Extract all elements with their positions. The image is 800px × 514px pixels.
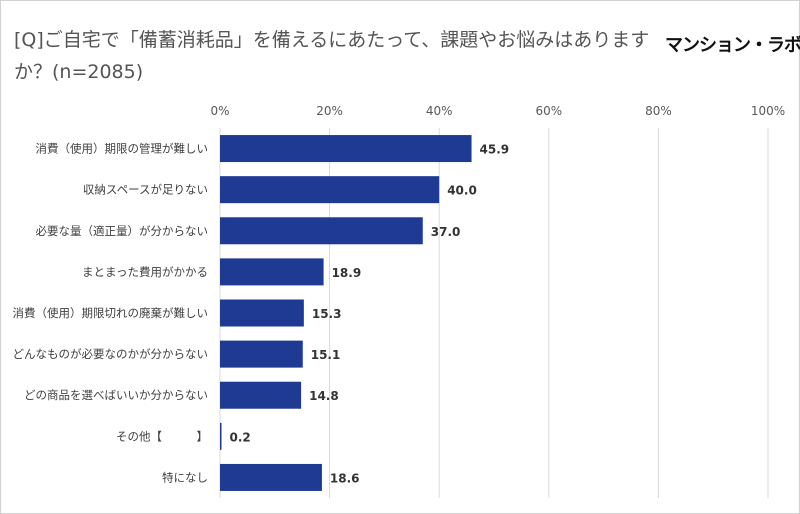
bar bbox=[220, 422, 222, 450]
value-label: 45.9 bbox=[480, 143, 510, 157]
value-label: 18.9 bbox=[332, 266, 362, 280]
brand-logo: マンション・ラボ bbox=[665, 35, 800, 56]
category-label: その他【 】 bbox=[116, 429, 208, 443]
value-label: 18.6 bbox=[330, 471, 360, 485]
category-label: 消費（使用）期限切れの廃棄が難しい bbox=[13, 306, 209, 320]
x-tick-label: 40% bbox=[426, 104, 453, 118]
bar bbox=[220, 258, 324, 286]
x-tick-labels: 0% 20% 40% 60% 80% 100% bbox=[210, 104, 785, 118]
bar bbox=[220, 340, 303, 368]
x-tick-label: 60% bbox=[535, 104, 562, 118]
value-label: 0.2 bbox=[230, 430, 251, 444]
x-tick-label: 0% bbox=[210, 104, 229, 118]
chart-title: [Q]ご自宅で「備蓄消耗品」を備えるにあたって、課題やお悩みはありますか？(n=… bbox=[14, 29, 650, 83]
category-label: どんなものが必要なのかが分からない bbox=[13, 347, 209, 361]
value-label: 37.0 bbox=[431, 225, 461, 239]
bar bbox=[220, 381, 302, 409]
bars bbox=[220, 135, 472, 491]
x-tick-label: 100% bbox=[751, 104, 785, 118]
value-label: 15.3 bbox=[312, 307, 342, 321]
bar bbox=[220, 463, 322, 491]
bar bbox=[220, 135, 472, 163]
category-label: 特になし bbox=[162, 470, 208, 484]
category-label: 収納スペースが足りない bbox=[83, 183, 208, 197]
x-tick-label: 20% bbox=[316, 104, 343, 118]
value-label: 40.0 bbox=[447, 184, 477, 198]
value-label: 14.8 bbox=[309, 389, 339, 403]
bar bbox=[220, 217, 423, 245]
value-label: 15.1 bbox=[311, 348, 341, 362]
bar bbox=[220, 176, 440, 204]
category-label: どの商品を選べばいいか分からない bbox=[24, 388, 208, 402]
category-label: 消費（使用）期限の管理が難しい bbox=[36, 142, 209, 156]
category-label: 必要な量（適正量）が分からない bbox=[36, 224, 209, 238]
bar bbox=[220, 299, 304, 327]
category-labels: 消費（使用）期限の管理が難しい収納スペースが足りない必要な量（適正量）が分からな… bbox=[13, 142, 209, 485]
value-labels: 45.9 40.0 37.0 18.9 15.3 15.1 14.8 0.2 18.6 bbox=[230, 143, 510, 486]
x-tick-label: 80% bbox=[645, 104, 672, 118]
category-label: まとまった費用がかかる bbox=[82, 265, 208, 279]
